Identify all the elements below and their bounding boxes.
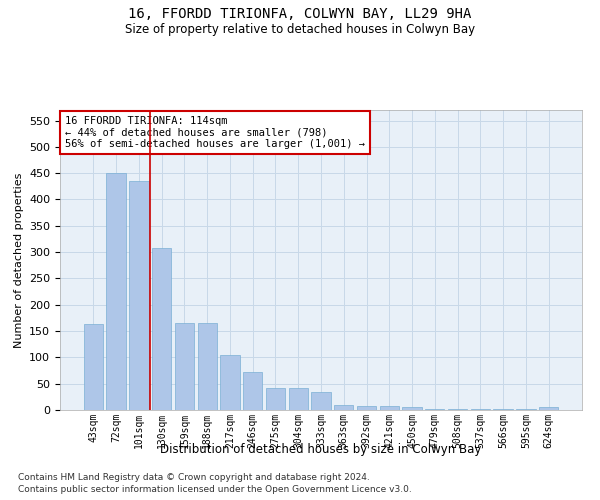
Bar [175, 323, 194, 410]
Bar [220, 354, 239, 410]
Bar [311, 392, 331, 410]
Bar [289, 388, 308, 410]
Bar [334, 404, 353, 410]
Bar [357, 406, 376, 410]
Bar [266, 388, 285, 410]
Bar [197, 323, 217, 410]
Bar [448, 409, 467, 410]
Text: 16 FFORDD TIRIONFA: 114sqm
← 44% of detached houses are smaller (798)
56% of sem: 16 FFORDD TIRIONFA: 114sqm ← 44% of deta… [65, 116, 365, 149]
Bar [84, 324, 103, 410]
Text: Contains HM Land Registry data © Crown copyright and database right 2024.: Contains HM Land Registry data © Crown c… [18, 472, 370, 482]
Bar [425, 409, 445, 410]
Bar [539, 408, 558, 410]
Bar [243, 372, 262, 410]
Bar [380, 406, 399, 410]
Bar [403, 408, 422, 410]
Bar [129, 181, 149, 410]
Text: Distribution of detached houses by size in Colwyn Bay: Distribution of detached houses by size … [160, 442, 482, 456]
Text: Size of property relative to detached houses in Colwyn Bay: Size of property relative to detached ho… [125, 22, 475, 36]
Bar [106, 173, 126, 410]
Y-axis label: Number of detached properties: Number of detached properties [14, 172, 23, 348]
Text: 16, FFORDD TIRIONFA, COLWYN BAY, LL29 9HA: 16, FFORDD TIRIONFA, COLWYN BAY, LL29 9H… [128, 8, 472, 22]
Bar [152, 248, 172, 410]
Text: Contains public sector information licensed under the Open Government Licence v3: Contains public sector information licen… [18, 485, 412, 494]
